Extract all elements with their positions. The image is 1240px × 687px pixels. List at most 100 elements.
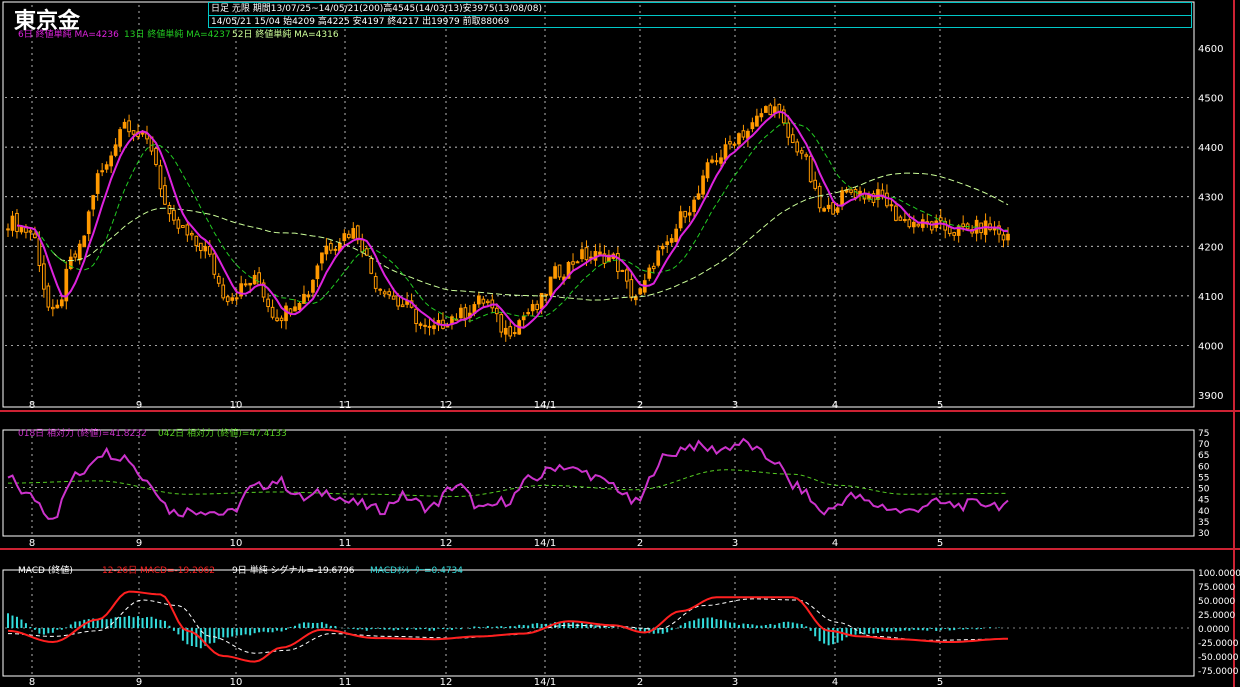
x-tick-label: 9 <box>136 400 142 411</box>
candle-body <box>243 283 248 286</box>
candle-body <box>683 210 687 218</box>
candle-body <box>172 209 176 221</box>
x-tick-label: 4 <box>832 677 838 687</box>
candle-body <box>154 147 158 165</box>
candle-body <box>270 306 275 318</box>
candle-body <box>329 242 333 251</box>
rsi-y-tick: 70 <box>1198 440 1210 450</box>
candle-body <box>553 266 557 279</box>
rsi-long-line <box>7 469 1009 497</box>
legend-rsi-short: 018日 相対力 (終値)=41.8232 <box>18 429 147 439</box>
candle-body <box>732 143 737 146</box>
candle-body <box>284 305 288 322</box>
candle-body <box>19 226 24 233</box>
candle-body <box>705 162 710 179</box>
candle-body <box>885 192 889 207</box>
x-tick-label: 2 <box>637 677 643 687</box>
candle-body <box>414 308 418 324</box>
candle-body <box>826 204 831 210</box>
candle-body <box>835 207 840 213</box>
candle-body <box>544 293 548 296</box>
candle-body <box>701 175 705 195</box>
candle-body <box>786 122 791 138</box>
candle-body <box>382 291 387 295</box>
x-tick-label: 12 <box>440 400 453 411</box>
candle-body <box>956 226 961 236</box>
candle-body <box>665 241 670 246</box>
candle-body <box>687 212 692 216</box>
candle-body <box>477 295 481 305</box>
candle-body <box>391 295 396 300</box>
candle-body <box>315 265 320 280</box>
signal-line <box>7 598 1009 654</box>
candle-body <box>73 253 78 258</box>
candle-body <box>889 204 894 207</box>
x-tick-label: 10 <box>230 538 243 549</box>
candle-body <box>42 263 46 290</box>
candle-body <box>198 242 203 252</box>
ma6-line <box>16 110 1009 329</box>
candle-body <box>750 122 755 130</box>
candle-body <box>1006 233 1010 241</box>
candle-body <box>723 144 728 160</box>
candle-body <box>916 223 921 227</box>
candle-body <box>378 288 383 291</box>
candle-body <box>755 115 759 127</box>
macd-y-tick: 75.0000 <box>1198 583 1235 593</box>
legend-macd: 12-26日 MACD=-19.2062 <box>102 566 215 576</box>
candle-body <box>813 179 818 189</box>
candle-body <box>140 132 145 135</box>
candle-body <box>279 317 284 322</box>
candle-body <box>795 141 800 153</box>
x-tick-label: 3 <box>732 677 738 687</box>
candle-body <box>512 332 517 335</box>
candle-body <box>82 235 87 248</box>
candle-body <box>257 272 261 286</box>
rsi-y-tick: 55 <box>1198 473 1209 483</box>
legend-ma52: 52日 終値単純 MA=4316 <box>232 30 339 40</box>
rsi-y-tick: 40 <box>1198 507 1210 517</box>
price-y-tick: 4400 <box>1198 143 1223 154</box>
candle-body <box>373 276 378 289</box>
candle-body <box>225 296 230 303</box>
legend-ma13: 13日 終値単純 MA=4237 <box>124 30 231 40</box>
period-info: 日足 元限 期間13/07/25~14/05/21(200)高4545(14/0… <box>211 4 543 14</box>
candle-body <box>59 299 64 307</box>
candle-body <box>799 150 804 154</box>
candle-body <box>719 157 723 164</box>
candle-body <box>396 295 400 307</box>
candle-body <box>647 267 652 279</box>
candle-body <box>840 190 844 207</box>
x-tick-label: 10 <box>230 400 243 411</box>
candle-body <box>481 298 486 304</box>
candle-body <box>387 291 392 296</box>
candle-body <box>77 243 82 261</box>
candle-body <box>624 269 629 282</box>
candle-body <box>216 275 221 284</box>
rsi-y-tick: 60 <box>1198 462 1210 472</box>
price-y-tick: 3900 <box>1198 391 1223 402</box>
candle-body <box>696 193 701 200</box>
x-tick-label: 3 <box>732 538 738 549</box>
candle-body <box>297 302 302 311</box>
rsi-y-tick: 50 <box>1198 485 1210 495</box>
candle-body <box>6 228 10 231</box>
info-box: 日足 元限 期間13/07/25~14/05/21(200)高4545(14/0… <box>208 2 1192 28</box>
candle-body <box>261 282 266 298</box>
candle-body <box>355 225 360 241</box>
ma13-line <box>21 122 1009 322</box>
candle-body <box>992 228 997 231</box>
x-tick-label: 10 <box>230 677 243 687</box>
macd-frame <box>2 569 1195 677</box>
instrument-title: 東京金 <box>14 9 81 34</box>
x-tick-label: 12 <box>440 538 453 549</box>
candle-body <box>898 216 903 221</box>
candle-body <box>817 185 822 209</box>
candle-body <box>360 239 365 253</box>
candle-body <box>104 164 109 170</box>
candle-body <box>248 282 252 286</box>
rsi-y-tick: 65 <box>1198 451 1209 461</box>
candle-body <box>266 298 270 308</box>
x-tick-label: 9 <box>136 677 142 687</box>
candle-body <box>463 307 468 319</box>
